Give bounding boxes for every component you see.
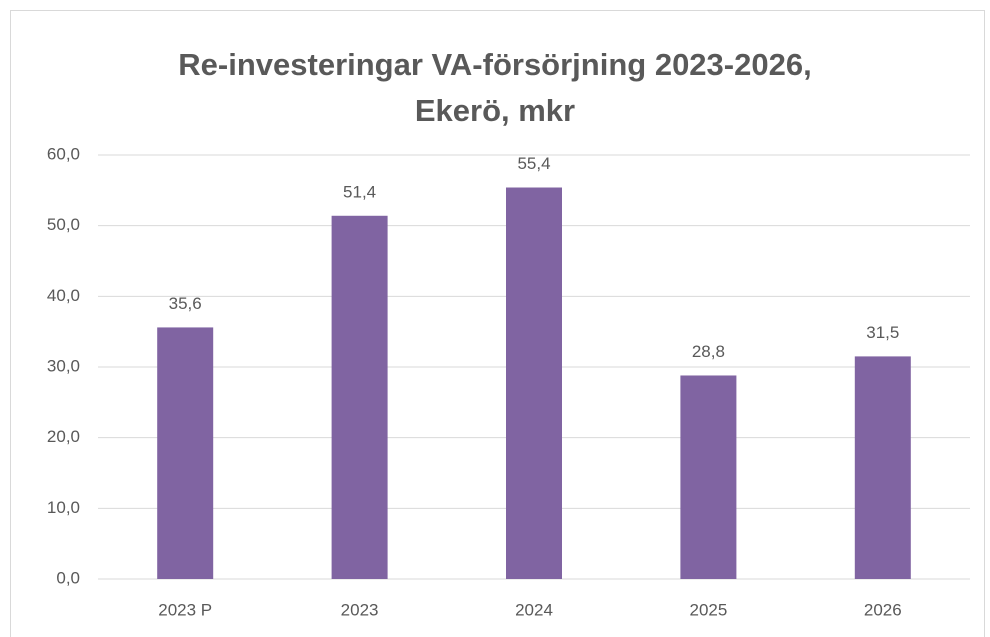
data-label: 35,6 — [169, 294, 202, 313]
x-tick-label: 2024 — [515, 600, 553, 619]
x-tick-label: 2023 P — [158, 600, 212, 619]
bar — [680, 375, 737, 579]
chart-title: Re-investeringar VA-försörjning 2023-202… — [178, 47, 812, 128]
bar — [854, 356, 911, 579]
data-label: 55,4 — [517, 154, 550, 173]
data-label: 51,4 — [343, 182, 376, 201]
bar — [331, 215, 388, 580]
x-tick-label: 2026 — [864, 600, 902, 619]
data-label: 31,5 — [866, 323, 899, 342]
data-label: 28,8 — [692, 342, 725, 361]
y-tick-label: 30,0 — [47, 356, 80, 375]
y-tick-label: 50,0 — [47, 215, 80, 234]
bar — [506, 187, 562, 580]
x-tick-label: 2025 — [689, 600, 727, 619]
bar — [157, 327, 214, 579]
y-tick-label: 0,0 — [56, 568, 80, 587]
x-tick-label: 2023 — [341, 600, 379, 619]
y-tick-label: 60,0 — [47, 144, 80, 163]
y-tick-label: 40,0 — [47, 286, 80, 305]
chart-border — [10, 10, 985, 637]
y-tick-label: 10,0 — [47, 498, 80, 517]
y-tick-label: 20,0 — [47, 427, 80, 446]
